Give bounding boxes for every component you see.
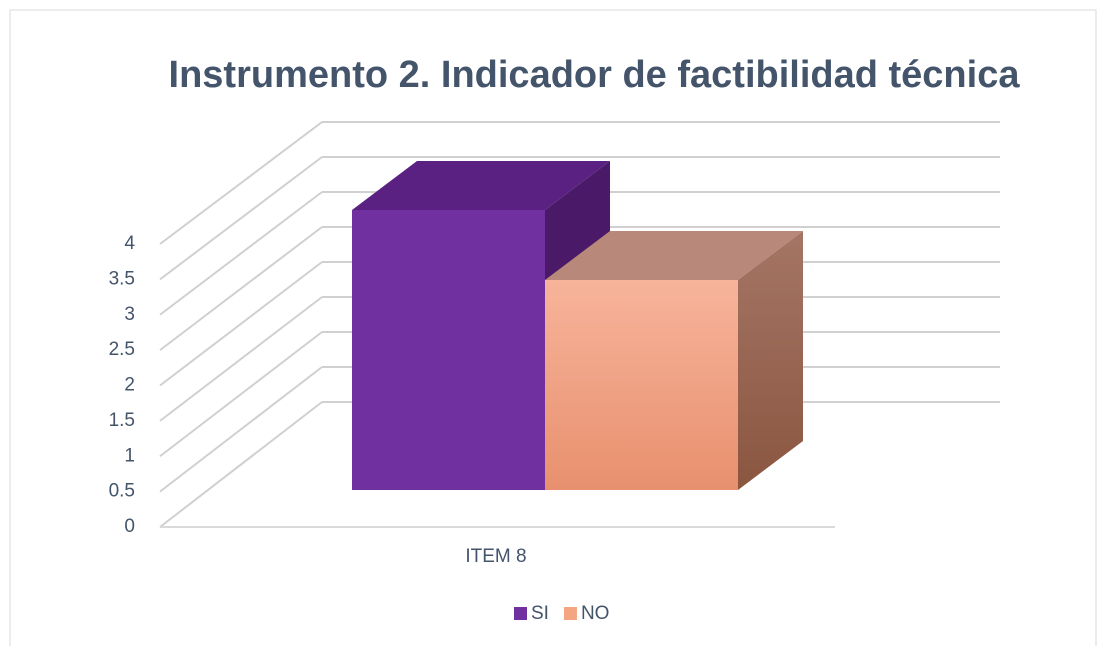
side-grid-line <box>159 331 323 458</box>
y-tick-label: 0 <box>124 516 135 537</box>
bar-side <box>738 231 803 490</box>
side-grid-line <box>159 156 323 281</box>
y-tick-label: 4 <box>124 233 135 254</box>
chart-title: Instrumento 2. Indicador de factibilidad… <box>169 54 1021 96</box>
legend-label: NO <box>581 603 610 624</box>
side-grid-line <box>159 261 323 387</box>
bar-front <box>352 210 545 490</box>
y-tick-label: 1.5 <box>109 410 135 431</box>
x-tick-label: ITEM 8 <box>465 546 526 567</box>
side-grid-line <box>159 401 323 528</box>
bar-front <box>545 280 738 490</box>
y-tick-label: 3.5 <box>109 268 135 289</box>
y-tick-label: 3 <box>124 304 135 325</box>
side-grid-line <box>159 226 323 351</box>
side-grid-line <box>159 191 323 316</box>
side-grid-line <box>159 121 323 245</box>
side-grid-line <box>159 366 323 493</box>
y-tick-label: 1 <box>124 445 135 466</box>
bar-top <box>352 161 610 210</box>
y-tick-label: 0.5 <box>109 481 135 502</box>
legend-swatch <box>514 607 527 620</box>
legend-label: SI <box>531 603 549 624</box>
bar-top <box>545 231 803 280</box>
side-grid-line <box>159 296 323 422</box>
y-tick-label: 2.5 <box>109 339 135 360</box>
legend-swatch <box>563 607 577 620</box>
y-tick-label: 2 <box>124 375 135 396</box>
